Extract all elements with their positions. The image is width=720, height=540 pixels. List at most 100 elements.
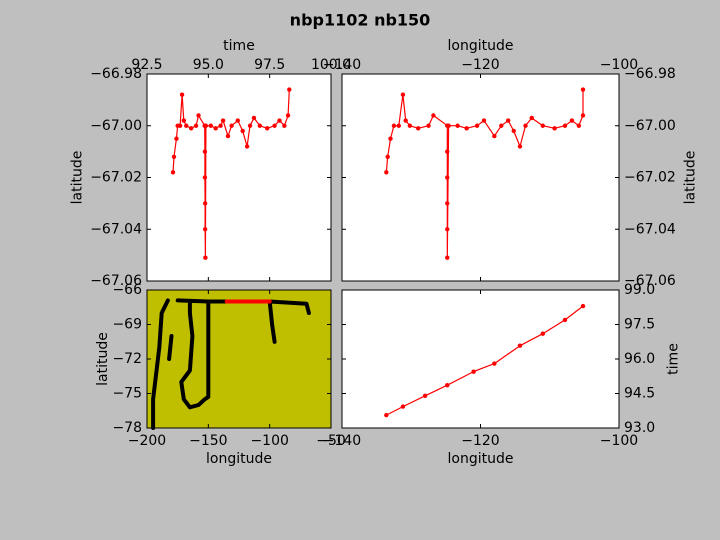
data-point <box>474 123 480 128</box>
data-point <box>235 118 240 123</box>
x-tick-label: 92.5 <box>131 57 162 73</box>
data-point <box>481 118 487 123</box>
y-axis-label: latitude <box>683 151 699 205</box>
data-point <box>540 123 546 128</box>
axes-background <box>342 74 619 281</box>
data-point <box>426 123 431 128</box>
x-tick-label: −100 <box>250 433 288 449</box>
y-tick-label: −67.04 <box>624 221 676 237</box>
data-point <box>552 126 557 131</box>
x-axis-label: longitude <box>206 451 272 467</box>
data-point <box>492 133 497 139</box>
y-axis-label: latitude <box>95 332 111 386</box>
x-tick-label: −150 <box>189 433 227 449</box>
data-point <box>225 133 231 139</box>
data-point <box>257 123 263 128</box>
data-point <box>396 123 401 128</box>
axes-background <box>342 290 619 428</box>
y-tick-label: 93.0 <box>624 420 655 436</box>
data-point <box>445 201 450 206</box>
data-point <box>506 118 511 123</box>
data-point <box>445 175 450 180</box>
data-point <box>188 126 194 131</box>
data-point <box>184 123 189 128</box>
data-point <box>203 123 209 128</box>
data-point <box>580 113 586 118</box>
data-point <box>240 128 245 134</box>
y-tick-label: −72 <box>112 351 142 367</box>
data-point <box>569 118 575 123</box>
y-axis-label: time <box>665 343 681 375</box>
data-point <box>287 87 292 92</box>
data-point <box>562 123 568 128</box>
y-tick-label: 96.0 <box>624 351 655 367</box>
data-point <box>177 123 183 128</box>
data-point <box>244 144 250 149</box>
y-tick-label: −67.04 <box>90 221 142 237</box>
y-axis-label: latitude <box>69 151 85 205</box>
data-point <box>580 303 586 309</box>
data-point <box>422 393 428 398</box>
x-tick-label: −50 <box>316 433 346 449</box>
x-tick-label: −140 <box>323 57 361 73</box>
data-point <box>445 227 450 232</box>
data-point <box>282 123 287 128</box>
data-point <box>277 118 282 123</box>
y-tick-label: −67.06 <box>90 273 142 289</box>
data-point <box>517 144 523 149</box>
data-point <box>265 126 270 131</box>
data-point <box>384 412 389 418</box>
data-point <box>517 343 523 348</box>
data-point <box>251 115 257 121</box>
x-tick-label: −120 <box>461 57 499 73</box>
x-axis-label: longitude <box>448 38 514 54</box>
data-point <box>471 369 476 374</box>
y-tick-label: −67.02 <box>90 170 142 186</box>
y-tick-label: −75 <box>112 386 142 402</box>
axes-background <box>147 290 331 428</box>
x-axis-label: time <box>223 38 255 54</box>
y-tick-label: −69 <box>112 317 142 333</box>
x-axis-label: longitude <box>448 451 514 467</box>
axes-background <box>147 74 331 281</box>
data-point <box>220 118 226 123</box>
data-point <box>218 123 223 128</box>
data-point <box>455 123 460 128</box>
x-tick-label: 95.0 <box>193 57 224 73</box>
data-point <box>445 149 450 154</box>
data-point <box>391 123 397 128</box>
data-point <box>384 170 389 175</box>
y-tick-label: −67.00 <box>624 118 676 134</box>
data-point <box>529 115 534 121</box>
data-point <box>499 123 504 128</box>
data-point <box>523 123 528 128</box>
data-point <box>385 154 390 159</box>
data-point <box>202 175 208 180</box>
y-tick-label: −67.00 <box>90 118 142 134</box>
data-point <box>464 126 469 131</box>
data-line <box>385 305 584 416</box>
x-tick-label: −200 <box>128 433 166 449</box>
data-point <box>179 92 185 97</box>
data-point <box>580 87 586 92</box>
data-point <box>174 136 179 141</box>
data-point <box>203 255 208 260</box>
data-point <box>511 128 516 134</box>
data-point <box>272 123 277 128</box>
data-point <box>400 92 406 97</box>
y-tick-label: 94.5 <box>624 386 655 402</box>
data-point <box>403 118 408 123</box>
data-point <box>492 361 497 366</box>
data-point <box>202 149 208 154</box>
x-tick-label: −100 <box>600 57 638 73</box>
data-point <box>208 123 213 128</box>
y-tick-label: −67.06 <box>624 273 676 289</box>
data-point <box>285 113 291 118</box>
data-point <box>193 123 199 128</box>
y-tick-label: −67.02 <box>624 170 676 186</box>
data-point <box>213 126 218 131</box>
x-tick-label: −120 <box>461 433 499 449</box>
data-point <box>229 123 234 128</box>
data-point <box>540 331 546 336</box>
